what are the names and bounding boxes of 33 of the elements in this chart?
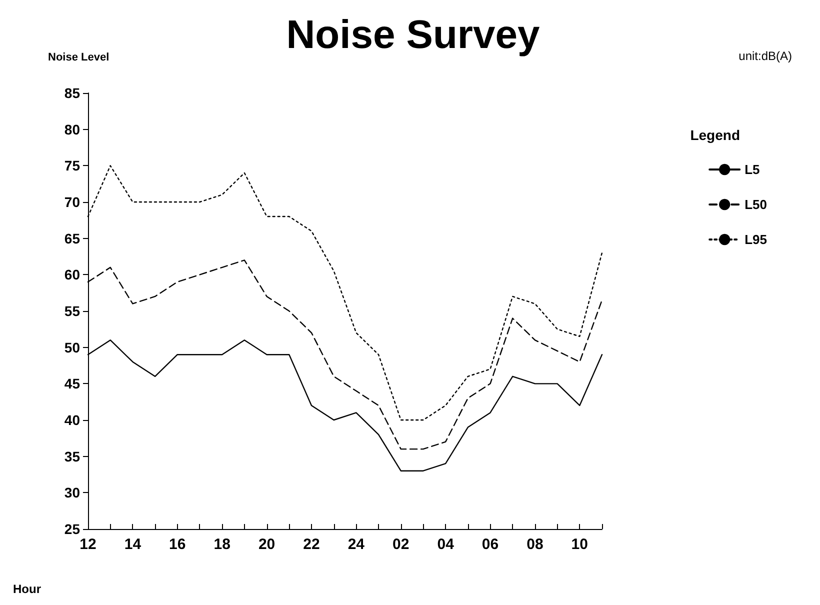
chart-title: Noise Survey — [286, 13, 540, 57]
x-tick-label: 22 — [303, 536, 320, 553]
y-tick-label: 40 — [64, 412, 80, 428]
y-tick-label: 80 — [64, 121, 80, 138]
y-tick-label: 75 — [64, 158, 80, 174]
x-tick-label: 08 — [526, 536, 544, 553]
x-tick-label: 18 — [214, 536, 230, 553]
x-tick-label: 24 — [348, 536, 366, 553]
y-tick-label: 45 — [64, 376, 80, 392]
y-tick-label: 50 — [64, 339, 80, 356]
x-tick-label: 06 — [482, 536, 499, 553]
y-tick-label: 25 — [64, 521, 80, 537]
y-tick-label: 85 — [64, 85, 80, 101]
x-axis-title: Hour — [13, 582, 42, 596]
x-tick-label: 12 — [80, 536, 96, 553]
x-tick-label: 02 — [392, 536, 410, 553]
x-tick-label: 16 — [169, 536, 186, 553]
y-tick-label: 55 — [64, 303, 80, 319]
x-tick-label: 10 — [571, 536, 588, 553]
text: unit:dB(A) — [738, 49, 792, 63]
y-tick-label: 35 — [64, 448, 80, 464]
legend-label: L95 — [744, 232, 768, 247]
x-tick-label: 14 — [124, 536, 142, 553]
y-axis-title: Noise Level — [48, 52, 110, 64]
y-tick-label: 70 — [64, 194, 80, 210]
x-tick-label: 20 — [258, 536, 276, 553]
y-tick-label: 30 — [64, 484, 80, 501]
legend-label: L50 — [744, 197, 768, 212]
y-tick-label: 60 — [64, 266, 80, 283]
legend-label: L5 — [744, 162, 760, 177]
legend-title: Legend — [690, 127, 740, 143]
y-tick-label: 65 — [64, 230, 80, 246]
x-tick-label: 04 — [437, 536, 455, 553]
